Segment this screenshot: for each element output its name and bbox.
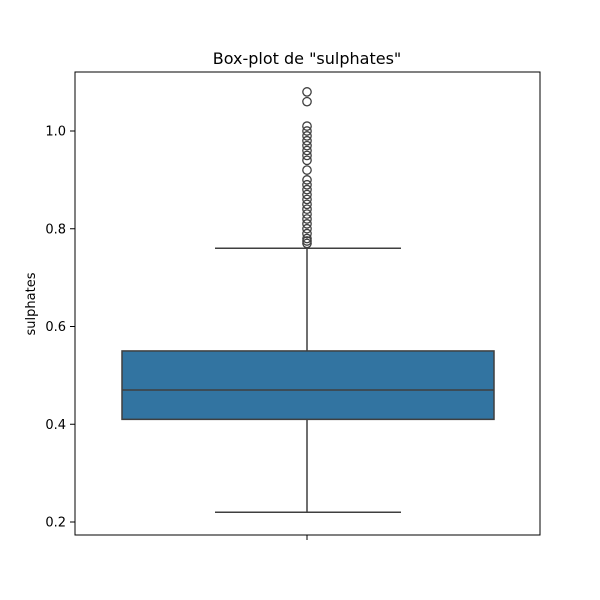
chart-title: Box-plot de "sulphates" xyxy=(213,49,402,68)
outlier-point xyxy=(302,219,312,229)
outlier-point xyxy=(302,214,312,224)
outlier-point xyxy=(302,150,312,161)
outlier-point xyxy=(302,175,312,185)
outlier-point xyxy=(302,199,312,210)
y-tick-label: 0.8 xyxy=(45,222,66,237)
outlier-point xyxy=(302,238,312,249)
outlier-point xyxy=(302,131,312,141)
plot-area: 0.2 0.4 0.6 0.8 1.0 xyxy=(45,71,541,540)
y-tick-label: 0.2 xyxy=(45,516,66,531)
y-tick-label: 1.0 xyxy=(45,125,66,140)
outlier-point xyxy=(302,165,312,175)
outlier-point xyxy=(302,145,312,156)
y-axis-label: sulphates xyxy=(24,272,39,335)
outlier-point xyxy=(302,189,312,200)
outlier-point xyxy=(302,228,312,239)
outlier-point xyxy=(302,209,312,219)
outlier-point xyxy=(302,121,312,131)
outlier-point xyxy=(302,233,312,244)
outlier-point xyxy=(302,179,312,190)
outlier-point xyxy=(302,87,312,97)
outlier-point xyxy=(302,96,312,107)
outlier-point xyxy=(302,236,312,246)
iqr-box xyxy=(121,350,495,421)
y-tick-label: 0.4 xyxy=(45,418,66,433)
outlier-point xyxy=(302,155,312,166)
outlier-point xyxy=(302,204,312,215)
y-tick-label: 0.6 xyxy=(45,320,66,335)
outlier-point xyxy=(302,184,312,195)
outlier-point xyxy=(302,194,312,205)
outlier-point xyxy=(302,135,312,146)
outlier-point xyxy=(302,223,312,234)
outlier-point xyxy=(302,140,312,151)
outlier-point xyxy=(302,126,312,136)
